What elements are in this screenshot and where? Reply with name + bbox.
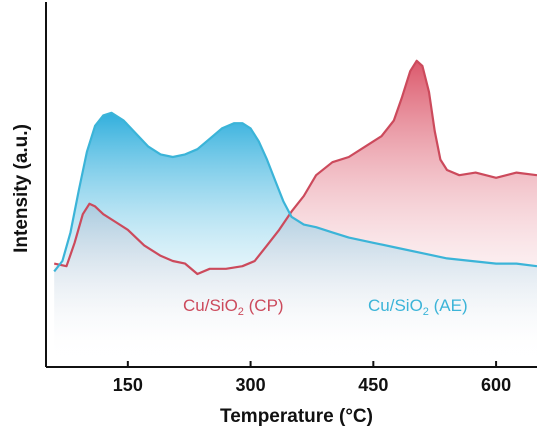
series-ae-area xyxy=(54,112,537,360)
x-tick-label: 150 xyxy=(113,375,143,395)
y-axis-title: Intensity (a.u.) xyxy=(11,124,32,253)
series-cp-label: Cu/SiO2 (CP) xyxy=(183,296,284,318)
series-ae-label: Cu/SiO2 (AE) xyxy=(368,296,468,318)
x-axis-title: Temperature (°C) xyxy=(220,406,373,427)
series-ae-line xyxy=(53,111,537,273)
x-tick-label: 450 xyxy=(358,375,388,395)
x-tick-label: 300 xyxy=(236,375,266,395)
x-tick-label: 600 xyxy=(481,375,511,395)
series-cp-line xyxy=(53,59,537,276)
